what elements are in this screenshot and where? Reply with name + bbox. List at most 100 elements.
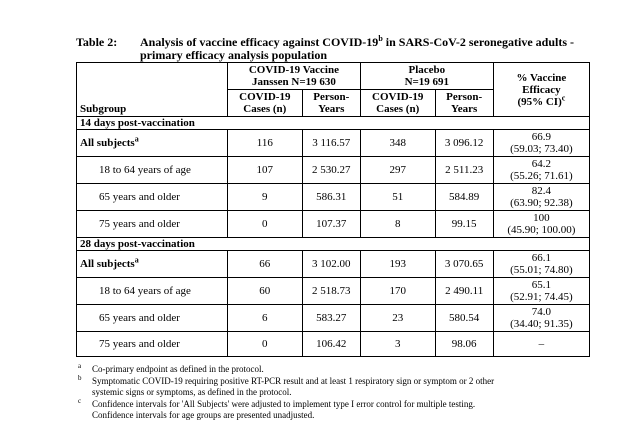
table-cell: 98.06 [434,331,494,357]
group-header-line: Janssen N=19 630 [251,76,336,88]
row-label: All subjectsa [76,250,228,278]
section-title: 14 days post-vaccination [76,116,590,130]
subgroup-header: Subgroup [76,62,228,117]
efficacy-cell: 66.1 (55.01; 74.80) [492,250,591,278]
table-number: Table 2: [76,35,118,49]
table-cell: 584.89 [434,183,494,211]
table-cell: 107 [226,156,303,184]
footnote: c Confidence intervals for 'All Subjects'… [78,397,598,421]
table-cell: 66 [226,250,303,278]
table-cell: 3 [359,331,436,357]
confidence-interval: (59.03; 73.40) [510,143,573,155]
table-cell: 2 490.11 [434,277,494,305]
efficacy-value: 66.9 [531,131,552,143]
row-label: 18 to 64 years of age [76,156,228,184]
data-row: 75 years and older 0 106.42 3 98.06 – [76,331,591,357]
confidence-interval: (52.91; 74.45) [510,291,573,303]
section-title: 28 days post-vaccination [76,237,590,251]
table-cell: 23 [359,304,436,332]
efficacy-cell: 64.2 (55.26; 71.61) [492,156,591,184]
group-header: Placebo N=19 691 [359,62,494,90]
table-cell: 2 530.27 [301,156,361,184]
data-row: 75 years and older 0 107.37 8 99.15 100 (45.90… [76,210,591,238]
efficacy-value: – [538,338,545,350]
footnote-text: systemic signs or symptoms, as defined i… [92,387,292,397]
efficacy-value: 66.1 [531,252,552,264]
table-cell: 3 096.12 [434,129,494,157]
efficacy-value: 64.2 [531,158,552,170]
table-cell: 583.27 [301,304,361,332]
efficacy-cell: 65.1 (52.91; 74.45) [492,277,591,305]
efficacy-cell: 74.0 (34.40; 91.35) [492,304,591,332]
efficacy-header-line: % Vaccine [516,71,567,84]
table-cell: 107.37 [301,210,361,238]
efficacy-value: 82.4 [531,185,552,197]
efficacy-cell: 82.4 (63.90; 92.38) [492,183,591,211]
row-label-text: All subjects [80,137,135,149]
row-label: 65 years and older [76,304,228,332]
row-label-text: 18 to 64 years of age [99,164,191,176]
column-header-line: Cases (n) [243,103,287,115]
efficacy-header-line: Efficacy [522,83,561,96]
data-row: 65 years and older 6 583.27 23 580.54 74.0 (34… [76,304,591,332]
data-row: 18 to 64 years of age 60 2 518.73 170 2 490.… [76,277,591,305]
footnote-text: Confidence intervals for 'All Subjects' … [92,399,476,409]
table-cell: 586.31 [301,183,361,211]
table-cell: 193 [359,250,436,278]
column-header-line: Years [318,103,345,115]
footnote-text: Co-primary endpoint as defined in the pr… [92,364,264,374]
column-header: COVID-19 Cases (n) [359,89,436,117]
efficacy-header: % Vaccine Efficacy (95% CI)c [492,62,591,117]
title-text: Analysis of vaccine efficacy against COV… [140,35,379,49]
footnote-mark: a [78,362,82,370]
table-cell: 51 [359,183,436,211]
data-row: All subjectsa 66 3 102.00 193 3 070.65 66.1 (5… [76,250,591,278]
table-cell: 3 070.65 [434,250,494,278]
table-cell: 348 [359,129,436,157]
table-cell: 6 [226,304,303,332]
data-row: All subjectsa 116 3 116.57 348 3 096.12 66.9(… [76,129,591,157]
header-row: COVID-19 Cases (n) Person- Years COVID-19 Cas… [77,89,590,117]
footnote-mark: c [78,397,82,405]
row-label-text: 65 years and older [99,191,180,203]
column-header: Person- Years [301,89,361,117]
table-cell: 9 [226,183,303,211]
data-row: 65 years and older 9 586.31 51 584.89 82.4 (63… [76,183,591,211]
row-label: 65 years and older [76,183,228,211]
footnote: a Co-primary endpoint as defined in the p… [78,362,598,375]
column-header-line: Cases (n) [376,103,420,115]
header-row: Subgroup COVID-19 Vaccine Janssen N=19 630… [76,62,591,117]
confidence-interval: (45.90; 100.00) [507,224,576,236]
table-cell: 99.15 [434,210,494,238]
row-label-text: 75 years and older [99,338,180,350]
efficacy-cell: – [492,331,591,357]
group-header: COVID-19 Vaccine Janssen N=19 630 [226,62,361,90]
table-cell: 2 518.73 [301,277,361,305]
efficacy-cell: 66.9 (59.03; 73.40) [492,129,591,157]
row-label-text: 75 years and older [99,218,180,230]
footnote-text: Symptomatic COVID-19 requiring positive … [92,376,495,386]
row-label-text: All subjects [80,258,135,270]
title-superscript: b [378,34,383,43]
efficacy-value: 65.1 [531,279,552,291]
column-header: Person- Years [434,89,494,117]
row-label: All subjectsa [76,129,228,157]
efficacy-header-line: (95% CI) [517,95,562,108]
efficacy-header-superscript: c [561,92,566,102]
group-header-line: COVID-19 Vaccine [248,64,339,76]
column-header-line: Person- [313,91,350,103]
confidence-interval: (55.26; 71.61) [510,170,573,182]
table-cell: 170 [359,277,436,305]
table-cell: 3 116.57 [301,129,361,157]
section-row: 14 days post-vaccination [76,116,590,130]
efficacy-value: 74.0 [531,306,552,318]
row-label: 18 to 64 years of age [76,277,228,305]
efficacy-value: 100 [533,212,550,224]
group-header-line: N=19 691 [404,76,450,88]
section-row: 28 days post-vaccination [76,237,590,251]
title-text: in SARS-CoV-2 seronegative adults - prim… [140,35,574,62]
table-cell: 8 [359,210,436,238]
row-label: 75 years and older [76,331,228,357]
confidence-interval: (34.40; 91.35) [510,318,573,330]
